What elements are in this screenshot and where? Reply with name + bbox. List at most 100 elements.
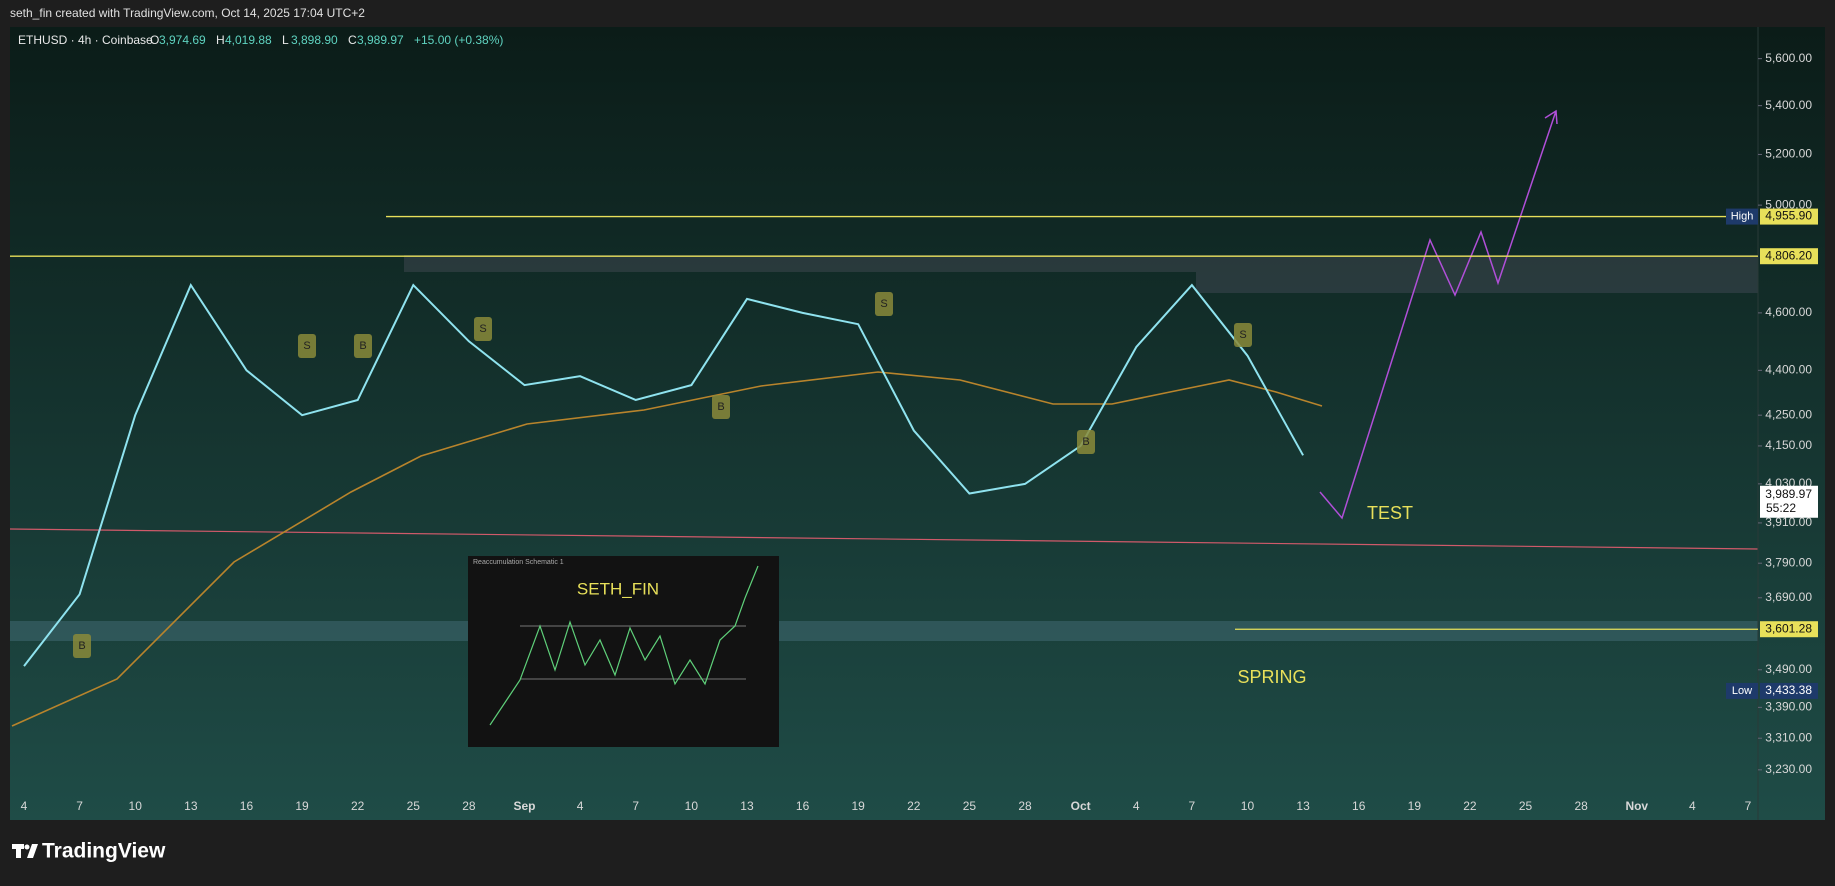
y-tick-label: 3,690.00	[1765, 590, 1812, 604]
y-tick-label: 4,400.00	[1765, 363, 1812, 377]
x-tick-label: Nov	[1625, 799, 1648, 813]
price-tag-label: 4,806.20	[1765, 248, 1812, 262]
x-tick-label: 22	[351, 799, 365, 813]
y-tick-label: 4,250.00	[1765, 407, 1812, 421]
current-price: 3,989.97	[1765, 487, 1812, 501]
signal-label: S	[1239, 329, 1246, 341]
x-tick-label: 4	[1133, 799, 1140, 813]
price-tag-label: 4,955.90	[1765, 209, 1812, 223]
zone	[404, 255, 1758, 272]
y-tick-label: 3,490.00	[1765, 662, 1812, 676]
price-tag	[1760, 208, 1818, 225]
ohlc-key: L	[282, 33, 289, 47]
plot-bg	[10, 27, 1825, 820]
signal-label: B	[1082, 436, 1089, 448]
inset-bg	[468, 556, 779, 747]
signal-badge	[875, 292, 893, 316]
x-tick-label: Oct	[1071, 799, 1091, 813]
y-tick-label: 5,600.00	[1765, 51, 1812, 65]
y-tick-label: 4,600.00	[1765, 305, 1812, 319]
signal-badge	[1077, 430, 1095, 454]
x-tick-label: 10	[685, 799, 699, 813]
x-tick-label: 28	[462, 799, 476, 813]
x-tick-label: 16	[1352, 799, 1366, 813]
x-tick-label: 7	[632, 799, 639, 813]
price-tag	[1760, 621, 1818, 638]
x-tick-label: 7	[1189, 799, 1196, 813]
zone	[10, 621, 1758, 641]
logo-part	[24, 844, 30, 850]
signal-badge	[712, 395, 730, 419]
projection	[1319, 110, 1557, 520]
y-tick-label: 3,310.00	[1765, 730, 1812, 744]
price-tag	[1760, 248, 1818, 265]
symbol: ETHUSD · 4h · Coinbase	[18, 33, 153, 47]
x-tick-label: Sep	[514, 799, 536, 813]
x-tick-label: 25	[1519, 799, 1533, 813]
x-tick-label: 25	[963, 799, 977, 813]
y-tick-label: 4,150.00	[1765, 438, 1812, 452]
trend-line	[9, 528, 1759, 550]
x-tick-label: 13	[184, 799, 198, 813]
price-tag-label: 3,433.38	[1765, 683, 1812, 697]
ohlc-key: H	[216, 33, 225, 47]
brand-name: TradingView	[42, 840, 166, 863]
signal-badge	[298, 334, 316, 358]
x-tick-label: 7	[76, 799, 83, 813]
countdown: 55:22	[1766, 501, 1796, 515]
signal-badge	[1234, 323, 1252, 347]
ohlc-value: 4,019.88	[225, 33, 272, 47]
signal-badge	[354, 334, 372, 358]
logo-part	[27, 844, 38, 858]
y-tick-label: 5,000.00	[1765, 197, 1812, 211]
x-tick-label: 19	[1408, 799, 1422, 813]
x-tick-label: 10	[129, 799, 143, 813]
logo-part	[16, 844, 21, 858]
zone	[1196, 272, 1758, 293]
ohlc-value: 3,989.97	[357, 33, 404, 47]
x-tick-label: 19	[852, 799, 866, 813]
symbol-legend: ETHUSD · 4h · Coinbase O 3,974.69 H 4,019.8…	[18, 33, 503, 47]
moving-average	[11, 371, 1323, 727]
signal-badge	[474, 317, 492, 341]
x-tick-label: 19	[295, 799, 309, 813]
signal-label: B	[717, 401, 724, 413]
annotation: SPRING	[1237, 667, 1306, 687]
x-tick-label: 4	[577, 799, 584, 813]
level-name: High	[1731, 210, 1754, 222]
signal-label: S	[303, 340, 310, 352]
y-tick-label: 3,390.00	[1765, 700, 1812, 714]
signal-label: S	[479, 323, 486, 335]
signal-label: B	[78, 640, 85, 652]
brand: TradingView	[12, 840, 166, 863]
y-tick-label: 5,400.00	[1765, 98, 1812, 112]
current-price-tag	[1760, 485, 1818, 518]
price-line	[23, 282, 1304, 667]
x-tick-label: 10	[1241, 799, 1255, 813]
price-tag-label: 3,601.28	[1765, 621, 1812, 635]
signal-badge	[73, 634, 91, 658]
x-tick-label: 4	[1689, 799, 1696, 813]
signal-label: S	[880, 298, 887, 310]
change: +15.00 (+0.38%)	[414, 33, 503, 47]
y-tick-label: 3,790.00	[1765, 555, 1812, 569]
level-name-bg	[1726, 208, 1758, 225]
x-tick-label: 13	[1296, 799, 1310, 813]
projection-arrow	[1544, 109, 1558, 125]
annotation: TEST	[1367, 503, 1413, 523]
x-tick-label: 28	[1574, 799, 1588, 813]
inset-caption: Reaccumulation Schematic 1	[473, 559, 564, 566]
inset-title: SETH_FIN	[577, 579, 659, 598]
x-tick-label: 13	[740, 799, 754, 813]
level-name-bg	[1726, 682, 1758, 699]
x-tick-label: 7	[1745, 799, 1752, 813]
inset: Reaccumulation Schematic 1 SETH_FIN	[468, 556, 779, 747]
x-tick-label: 4	[21, 799, 28, 813]
level-name: Low	[1732, 685, 1752, 697]
y-tick-label: 3,910.00	[1765, 515, 1812, 529]
price-tag	[1760, 682, 1818, 699]
inset-path	[489, 565, 759, 726]
signal-label: B	[359, 340, 366, 352]
